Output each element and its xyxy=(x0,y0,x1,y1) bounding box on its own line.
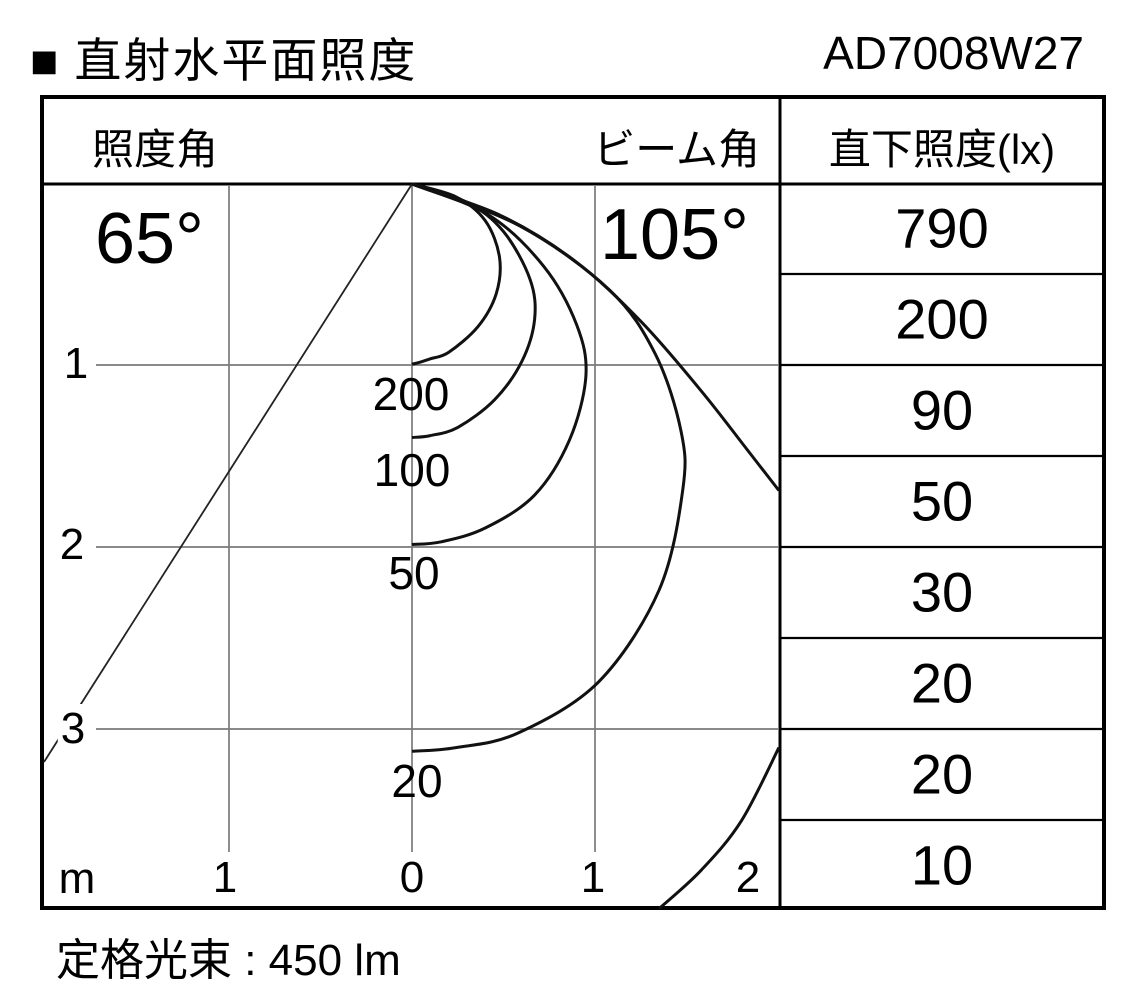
page-title-text: 直射水平面照度 xyxy=(74,34,418,87)
chart-gridlines xyxy=(96,186,779,852)
xtick-right-1: 1 xyxy=(580,853,606,902)
ytick-3m: 3 xyxy=(57,704,89,754)
header-illuminance-angle: 照度角 xyxy=(92,126,219,173)
curve-label-200: 200 xyxy=(372,368,450,420)
header-beam-angle: ビーム角 xyxy=(593,126,760,173)
direct-value-row: 20 xyxy=(910,651,974,715)
xtick-left-1: 1 xyxy=(212,853,238,902)
page-title: ■ 直射水平面照度 xyxy=(30,22,417,91)
direct-value-row: 50 xyxy=(910,469,974,533)
direct-value-row: 790 xyxy=(895,196,989,260)
header-direct-illuminance: 直下照度(lx) xyxy=(828,126,1056,173)
table-outer-border xyxy=(40,95,1106,910)
xtick-right-2: 2 xyxy=(735,853,761,902)
curve-label-100: 100 xyxy=(373,444,451,496)
rated-flux-note: 定格光束 : 450 lm xyxy=(56,936,401,985)
product-code: AD7008W27 xyxy=(823,27,1084,79)
direct-value-row: 30 xyxy=(910,560,974,624)
ytick-1m: 1 xyxy=(60,339,92,389)
direct-value-row: 10 xyxy=(910,833,974,897)
isolux-curve-10 xyxy=(657,746,781,910)
isolux-curve-10 xyxy=(411,182,781,492)
illuminance-angle-value: 65° xyxy=(95,199,204,279)
beam-angle-value: 105° xyxy=(600,195,749,275)
xtick-0: 0 xyxy=(399,853,425,902)
direct-value-row: 90 xyxy=(910,378,974,442)
direct-value-row: 200 xyxy=(895,287,989,351)
direct-value-row: 20 xyxy=(910,742,974,806)
isolux-curve-50 xyxy=(411,182,588,546)
curve-label-20: 20 xyxy=(391,755,443,807)
isolux-curves-group xyxy=(411,182,781,910)
illuminance-angle-line xyxy=(43,183,413,763)
curve-label-50: 50 xyxy=(388,547,440,599)
ytick-2m: 2 xyxy=(56,520,88,570)
xtick-unit-m: m xyxy=(58,854,96,903)
value-row-separators xyxy=(781,272,1103,822)
title-bullet-icon: ■ xyxy=(30,34,61,87)
